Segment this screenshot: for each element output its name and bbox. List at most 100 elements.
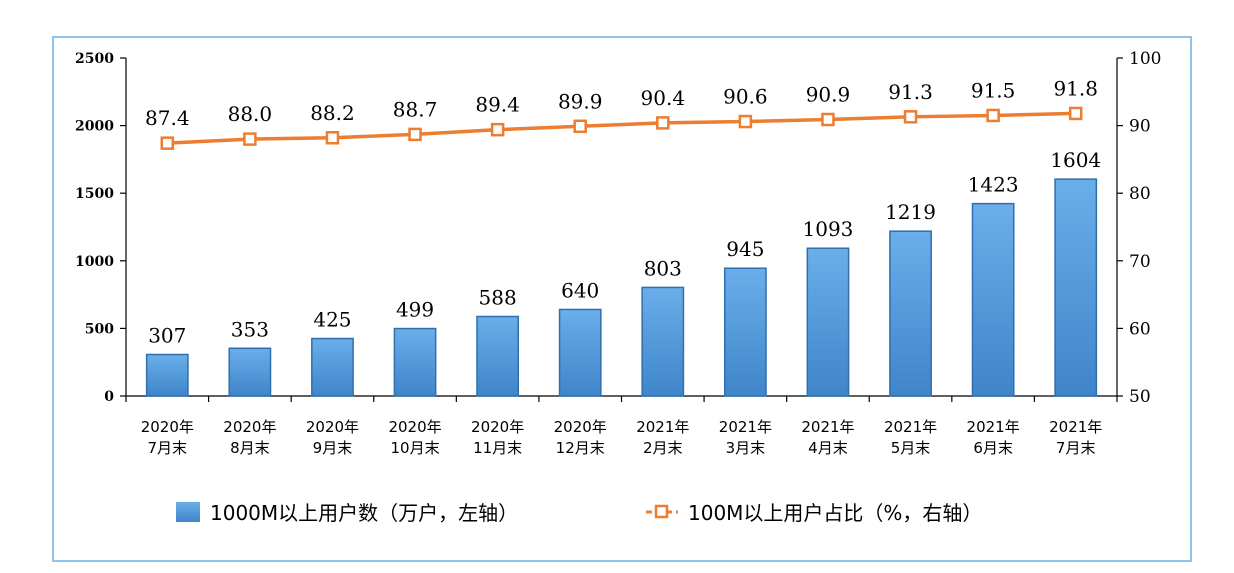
x-tick-label-line: 12月末 [556, 439, 605, 457]
line-data-label: 89.9 [558, 89, 603, 113]
bar [558, 308, 602, 397]
x-tick-label-line: 2021年 [801, 418, 854, 436]
x-tick-label-line: 2020年 [388, 418, 441, 436]
bar [971, 202, 1015, 397]
line-point [656, 116, 670, 130]
legend-line-label: 100M以上用户占比（%，右轴） [688, 501, 982, 525]
x-tick-label-line: 2020年 [554, 418, 607, 436]
bar-data-label: 353 [231, 317, 269, 341]
x-tick-label: 2021年 6月末 [967, 418, 1020, 457]
x-tick-label-line: 9月末 [313, 439, 353, 457]
line-point [160, 136, 175, 150]
bar [393, 327, 437, 397]
x-tick-label-line: 7月末 [148, 439, 188, 457]
legend: 1000M以上用户数（万户，左轴） 100M以上用户占比（%，右轴） [176, 501, 982, 525]
x-tick-label-line: 2021年 [884, 418, 937, 436]
bar-data-label: 425 [313, 308, 351, 332]
line-data-label: 88.2 [310, 101, 355, 125]
bar-data-label: 803 [644, 256, 682, 280]
legend-bar-swatch [176, 502, 200, 522]
x-tick-label-line: 2021年 [1049, 418, 1102, 436]
left-tick-label: 1500 [75, 186, 114, 202]
left-tick-label: 2000 [75, 119, 114, 135]
left-tick-label: 1000 [75, 254, 114, 270]
x-tick-label: 2020年 10月末 [388, 418, 441, 457]
x-tick-label-line: 2月末 [643, 439, 683, 457]
line-data-label: 88.7 [393, 97, 438, 121]
left-tick-label: 2500 [75, 51, 114, 67]
line-point [986, 108, 1000, 123]
x-tick-label: 2020年 7月末 [141, 418, 194, 457]
x-tick-label: 2021年 7月末 [1049, 418, 1102, 457]
bar [228, 347, 272, 397]
bar-data-label: 1093 [803, 217, 854, 241]
bar [889, 230, 932, 397]
line-data-label: 88.0 [228, 102, 273, 126]
line-data-label: 87.4 [145, 106, 190, 130]
axes: 0 500 1000 1500 2000 2500 50 60 70 80 90 100 2020年 7月… [75, 49, 1161, 457]
line-series: 87.4 88.0 88.2 88.7 89.4 89.9 90.4 90.6 90.9 91.3… [145, 76, 1098, 150]
line-data-label: 89.4 [475, 93, 520, 117]
right-tick-label: 100 [1129, 49, 1161, 69]
line-point [573, 119, 587, 134]
x-tick-label-line: 2021年 [636, 418, 689, 436]
x-tick-label-line: 10月末 [390, 439, 439, 457]
line-data-label: 91.3 [888, 80, 933, 104]
line-data-label: 90.6 [723, 85, 768, 109]
line-point [738, 114, 753, 129]
bar-data-label: 640 [561, 278, 599, 302]
bar-data-label: 1219 [885, 200, 936, 224]
x-tick-label-line: 2020年 [141, 418, 194, 436]
x-tick-label-line: 3月末 [726, 439, 766, 457]
line-point [903, 110, 918, 124]
line-point [1068, 106, 1083, 121]
bar [311, 337, 354, 397]
x-tick-label-line: 4月末 [808, 439, 848, 457]
left-tick-label: 500 [85, 321, 114, 337]
x-tick-label-line: 8月末 [230, 439, 270, 457]
bar-series: 307 353 425 499 588 640 803 945 1093 1219 1423 1604 [145, 148, 1101, 397]
line-path [167, 111, 1076, 145]
bar [806, 247, 850, 397]
left-tick-label: 0 [104, 389, 114, 405]
bar-data-label: 945 [726, 237, 764, 261]
bar-data-label: 1423 [968, 173, 1019, 197]
x-tick-label: 2020年 9月末 [306, 418, 359, 457]
x-tick-label-line: 7月末 [1056, 439, 1096, 457]
bar-data-label: 499 [396, 298, 434, 322]
line-data-label: 90.4 [641, 86, 686, 110]
bar-data-label: 588 [479, 286, 517, 310]
bar [476, 315, 520, 397]
bar [723, 267, 767, 397]
x-tick-label-line: 6月末 [973, 439, 1013, 457]
x-tick-label: 2020年 12月末 [554, 418, 607, 457]
x-tick-label-line: 2021年 [967, 418, 1020, 436]
line-data-label: 91.5 [971, 78, 1016, 102]
x-tick-label-line: 11月末 [473, 439, 522, 457]
bar-data-label: 1604 [1050, 148, 1101, 172]
x-tick-label-line: 5月末 [891, 439, 931, 457]
line-data-label: 90.9 [806, 83, 851, 107]
legend-bar-label: 1000M以上用户数（万户，左轴） [210, 501, 518, 525]
bar [641, 286, 685, 397]
line-point [325, 131, 340, 145]
right-tick-label: 50 [1129, 387, 1151, 407]
x-tick-label-line: 2020年 [471, 418, 524, 436]
x-tick-label-line: 2020年 [306, 418, 359, 436]
line-point [490, 122, 505, 137]
bar [145, 353, 189, 397]
bar-data-label: 307 [148, 323, 186, 347]
x-tick-label: 2020年 8月末 [223, 418, 276, 457]
x-tick-label: 2021年 5月末 [884, 418, 937, 457]
line-point [243, 132, 257, 146]
line-point [821, 112, 835, 127]
x-tick-label: 2021年 3月末 [719, 418, 772, 457]
bar [1054, 178, 1098, 397]
legend-line-marker [654, 504, 669, 519]
right-tick-label: 70 [1129, 252, 1151, 272]
x-tick-label: 2021年 4月末 [801, 418, 854, 457]
x-tick-label: 2020年 11月末 [471, 418, 524, 457]
x-tick-label-line: 2020年 [223, 418, 276, 436]
line-point [408, 127, 422, 142]
line-data-label: 91.8 [1053, 76, 1098, 100]
